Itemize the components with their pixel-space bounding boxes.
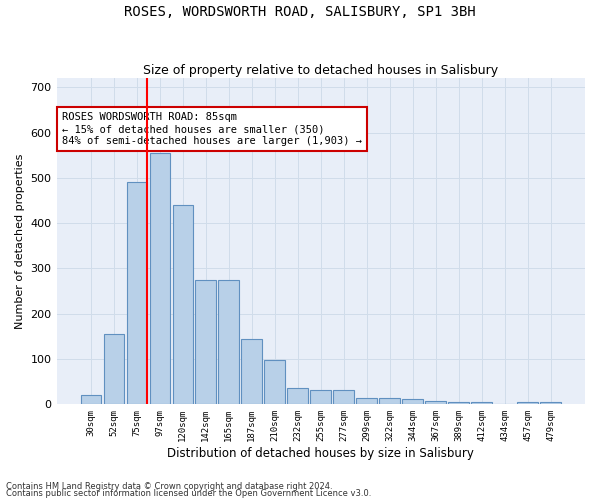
X-axis label: Distribution of detached houses by size in Salisbury: Distribution of detached houses by size … [167, 447, 474, 460]
Bar [287, 388, 308, 404]
Bar [425, 400, 446, 404]
Bar [356, 398, 377, 404]
Bar [241, 338, 262, 404]
Bar [517, 402, 538, 404]
Bar [379, 398, 400, 404]
Bar [265, 360, 285, 405]
Bar [448, 402, 469, 404]
Bar [540, 402, 561, 404]
Bar [173, 205, 193, 404]
Bar [80, 396, 101, 404]
Bar [149, 153, 170, 405]
Bar [334, 390, 354, 404]
Text: ROSES WORDSWORTH ROAD: 85sqm
← 15% of detached houses are smaller (350)
84% of s: ROSES WORDSWORTH ROAD: 85sqm ← 15% of de… [62, 112, 362, 146]
Bar [310, 390, 331, 404]
Bar [127, 182, 147, 404]
Bar [218, 280, 239, 404]
Bar [196, 280, 216, 404]
Bar [472, 402, 492, 404]
Y-axis label: Number of detached properties: Number of detached properties [15, 154, 25, 329]
Text: Contains public sector information licensed under the Open Government Licence v3: Contains public sector information licen… [6, 490, 371, 498]
Text: ROSES, WORDSWORTH ROAD, SALISBURY, SP1 3BH: ROSES, WORDSWORTH ROAD, SALISBURY, SP1 3… [124, 5, 476, 19]
Bar [403, 399, 423, 404]
Bar [104, 334, 124, 404]
Title: Size of property relative to detached houses in Salisbury: Size of property relative to detached ho… [143, 64, 499, 77]
Text: Contains HM Land Registry data © Crown copyright and database right 2024.: Contains HM Land Registry data © Crown c… [6, 482, 332, 491]
